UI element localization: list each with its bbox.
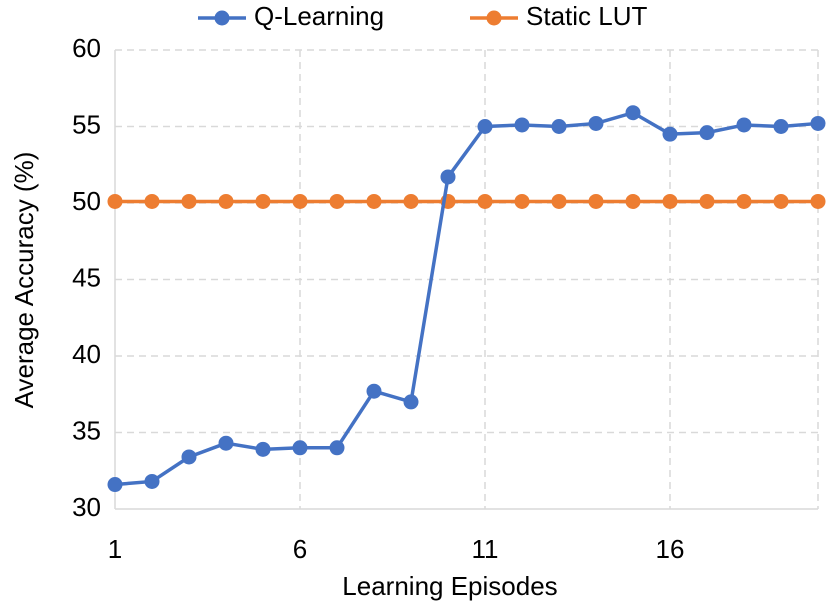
data-point	[662, 126, 678, 142]
data-point	[810, 115, 826, 131]
data-point	[625, 105, 641, 121]
legend-marker	[214, 10, 230, 26]
data-point	[588, 193, 604, 209]
legend-marker	[486, 10, 502, 26]
data-point	[292, 440, 308, 456]
data-point	[329, 193, 345, 209]
legend-label: Q-Learning	[254, 1, 384, 31]
data-point	[440, 169, 456, 185]
data-point	[403, 394, 419, 410]
data-point	[107, 477, 123, 493]
data-point	[218, 435, 234, 451]
data-point	[366, 383, 382, 399]
data-point	[107, 193, 123, 209]
data-point	[514, 117, 530, 133]
legend-label: Static LUT	[526, 1, 647, 31]
y-tick-label: 55	[72, 109, 101, 139]
y-axis-title: Average Accuracy (%)	[9, 152, 39, 409]
data-point	[181, 449, 197, 465]
data-point	[144, 473, 160, 489]
data-point	[218, 193, 234, 209]
data-point	[588, 115, 604, 131]
data-point	[699, 125, 715, 141]
y-tick-label: 40	[72, 339, 101, 369]
x-axis-title: Learning Episodes	[342, 571, 557, 601]
y-tick-label: 35	[72, 415, 101, 445]
data-point	[181, 193, 197, 209]
y-tick-label: 45	[72, 262, 101, 292]
data-point	[662, 193, 678, 209]
data-point	[810, 193, 826, 209]
data-point	[773, 119, 789, 134]
data-point	[292, 193, 308, 209]
data-point	[329, 440, 345, 456]
x-tick-label: 11	[472, 534, 499, 564]
data-point	[551, 193, 567, 209]
data-point	[403, 193, 419, 209]
x-tick-label: 16	[656, 534, 685, 564]
x-tick-label: 6	[293, 534, 307, 564]
x-tick-label: 1	[108, 534, 122, 564]
y-tick-label: 30	[72, 492, 101, 522]
data-point	[736, 193, 752, 209]
data-point	[477, 193, 493, 209]
data-point	[514, 193, 530, 209]
data-point	[255, 193, 271, 209]
data-point	[551, 119, 567, 134]
y-tick-label: 60	[72, 33, 101, 63]
data-point	[736, 117, 752, 133]
data-point	[477, 119, 493, 134]
data-point	[699, 193, 715, 209]
series-line	[114, 110, 819, 487]
data-point	[366, 193, 382, 209]
data-point	[625, 193, 641, 209]
data-point	[255, 441, 271, 457]
data-point	[773, 193, 789, 209]
data-point	[144, 193, 160, 209]
y-tick-label: 50	[72, 186, 101, 216]
